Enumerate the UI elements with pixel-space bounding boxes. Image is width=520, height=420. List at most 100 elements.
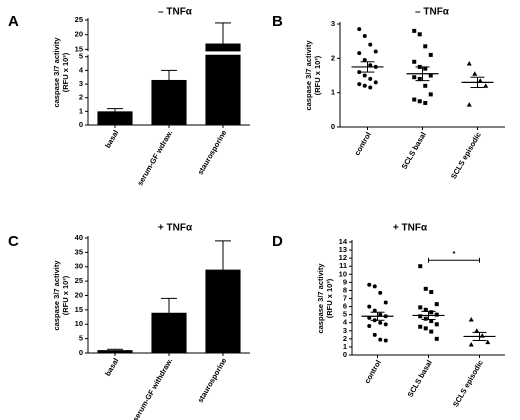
data-point [373,80,378,85]
data-point [417,76,422,81]
data-point [368,76,373,81]
x-tick-label: control [362,358,383,385]
y-axis-label-line: caspase 3/7 activity [52,260,61,331]
data-point [378,320,383,325]
data-point [367,282,372,287]
x-tick-label: serum-GF wdraw. [135,128,174,187]
y-tick-label: 20 [75,290,83,299]
data-point [423,83,428,88]
y-tick-label: 7 [343,293,347,302]
y-tick-label: 30 [75,262,83,271]
data-point [367,304,372,309]
panel: A – TNFα caspase 3/7 activity(RFU x 10³) 0 1… [8,7,252,187]
data-point [383,300,388,305]
data-point [417,99,422,104]
bar [97,350,133,353]
x-tick-label: SCLS episodic [451,358,485,408]
panel-letter: D [272,233,283,250]
significance-label: * [453,249,456,258]
panel-letter: A [8,13,19,30]
y-tick-label: 10 [75,319,83,328]
data-point [357,51,362,56]
data-point [417,32,422,37]
y-tick-label: 5 [79,52,83,61]
panel: C + TNFα caspase 3/7 activity(RFU x 10³) 0 5… [8,223,250,420]
data-point [368,85,373,90]
y-tick-label: 9 [343,277,347,286]
y-tick-label: 2 [331,53,335,62]
y-axis-label: caspase 3/7 activity(RFU x 10³) [52,260,70,331]
data-point [412,28,417,33]
data-point [423,66,428,71]
bar [97,111,133,125]
data-point [466,60,472,66]
y-tick-label: 35 [75,247,83,256]
x-tick-label: staurosporine [196,128,229,176]
data-point [418,324,423,329]
y-tick-label: 0 [79,348,83,357]
data-point [423,286,428,291]
axis-break [82,51,252,55]
data-point [412,59,417,64]
data-point [412,75,417,80]
data-point [429,290,434,295]
data-point [372,284,377,289]
data-point [434,322,439,327]
bar [205,43,241,125]
data-point [428,73,433,78]
x-tick-label: serum-GF withdraw. [131,356,175,420]
y-tick-label: 15 [75,305,83,314]
data-point [429,329,434,334]
data-point [434,336,439,341]
y-tick-label: 5 [79,334,83,343]
y-tick-label: 1 [343,342,347,351]
x-tick-label: SCLS episodic [449,130,483,180]
chart-title: – TNFα [415,7,450,18]
data-point [468,316,474,322]
y-tick-label: 40 [75,233,83,242]
y-tick-label: 3 [79,79,83,88]
y-tick-label: 0 [79,120,83,129]
data-point [372,332,377,337]
chart-title: + TNFα [158,223,193,234]
y-tick-label: 25 [75,15,83,24]
y-axis-label-line: (RFU x 10³) [61,52,70,92]
y-tick-label: 6 [343,302,347,311]
data-point [357,70,362,75]
data-point [434,312,439,317]
chart-title: – TNFα [158,7,193,18]
data-point [362,73,367,78]
data-point [485,339,491,345]
data-point [372,308,377,313]
y-tick-label: 20 [75,30,83,39]
x-tick-label: control [352,130,373,157]
data-point [357,27,362,32]
y-tick-label: 15 [75,44,83,53]
y-tick-label: 11 [339,261,347,270]
data-point [418,264,423,269]
y-axis-label-line: (RFU x 10³) [325,278,334,318]
data-point [378,290,383,295]
x-tick-label: SCLS basal [406,358,434,398]
y-tick-label: 10 [339,269,347,278]
chart-title: + TNFα [393,223,428,234]
y-axis-label-line: caspase 3/7 activity [316,263,325,334]
data-point [483,83,489,88]
y-axis-label: caspase 3/7 activity(RFU x 10³) [316,263,334,334]
data-point [429,310,434,315]
data-point [412,97,417,102]
y-tick-label: 2 [343,334,347,343]
data-point [357,82,362,87]
bar [205,269,241,353]
data-point [477,78,483,83]
data-point [373,49,378,54]
data-point [378,337,383,342]
data-point [428,52,433,57]
y-tick-label: 13 [339,245,347,254]
y-tick-label: 0 [343,350,347,359]
data-point [367,323,372,328]
data-point [434,302,439,307]
data-point [368,63,373,68]
